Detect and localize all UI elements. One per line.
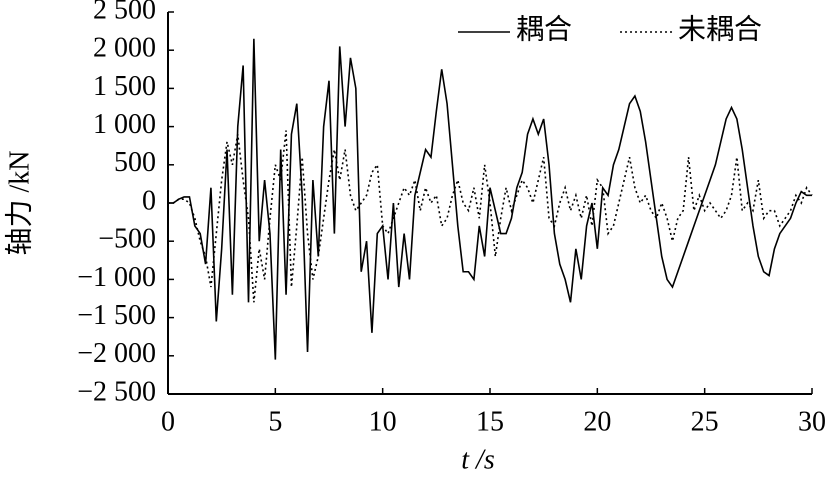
y-tick-label: 0 [142, 185, 156, 216]
y-tick-label: 500 [114, 147, 156, 178]
y-tick-label: −2 000 [77, 338, 156, 369]
x-tick-label: 10 [369, 406, 397, 437]
x-tick-label: 25 [691, 406, 719, 437]
x-tick-label: 15 [476, 406, 504, 437]
y-tick-label: 1 500 [93, 71, 156, 102]
y-tick-label: 2 000 [93, 33, 156, 64]
legend-label: 耦合 [516, 13, 572, 45]
y-tick-label: −2 500 [77, 376, 156, 407]
x-tick-label: 5 [268, 406, 282, 437]
x-tick-label: 20 [583, 406, 611, 437]
y-tick-label: 1 000 [93, 109, 156, 140]
y-axis-label: 轴力 /kN [3, 150, 35, 255]
y-tick-label: 2 500 [93, 0, 156, 25]
y-tick-label: −500 [98, 224, 156, 255]
x-tick-label: 0 [161, 406, 175, 437]
y-tick-label: −1 000 [77, 262, 156, 293]
series-line [168, 38, 812, 360]
legend-label: 未耦合 [678, 13, 762, 45]
y-tick-label: −1 500 [77, 300, 156, 331]
x-tick-label: 30 [798, 406, 826, 437]
series-line [168, 130, 813, 303]
x-axis-label: t /s [461, 444, 495, 475]
